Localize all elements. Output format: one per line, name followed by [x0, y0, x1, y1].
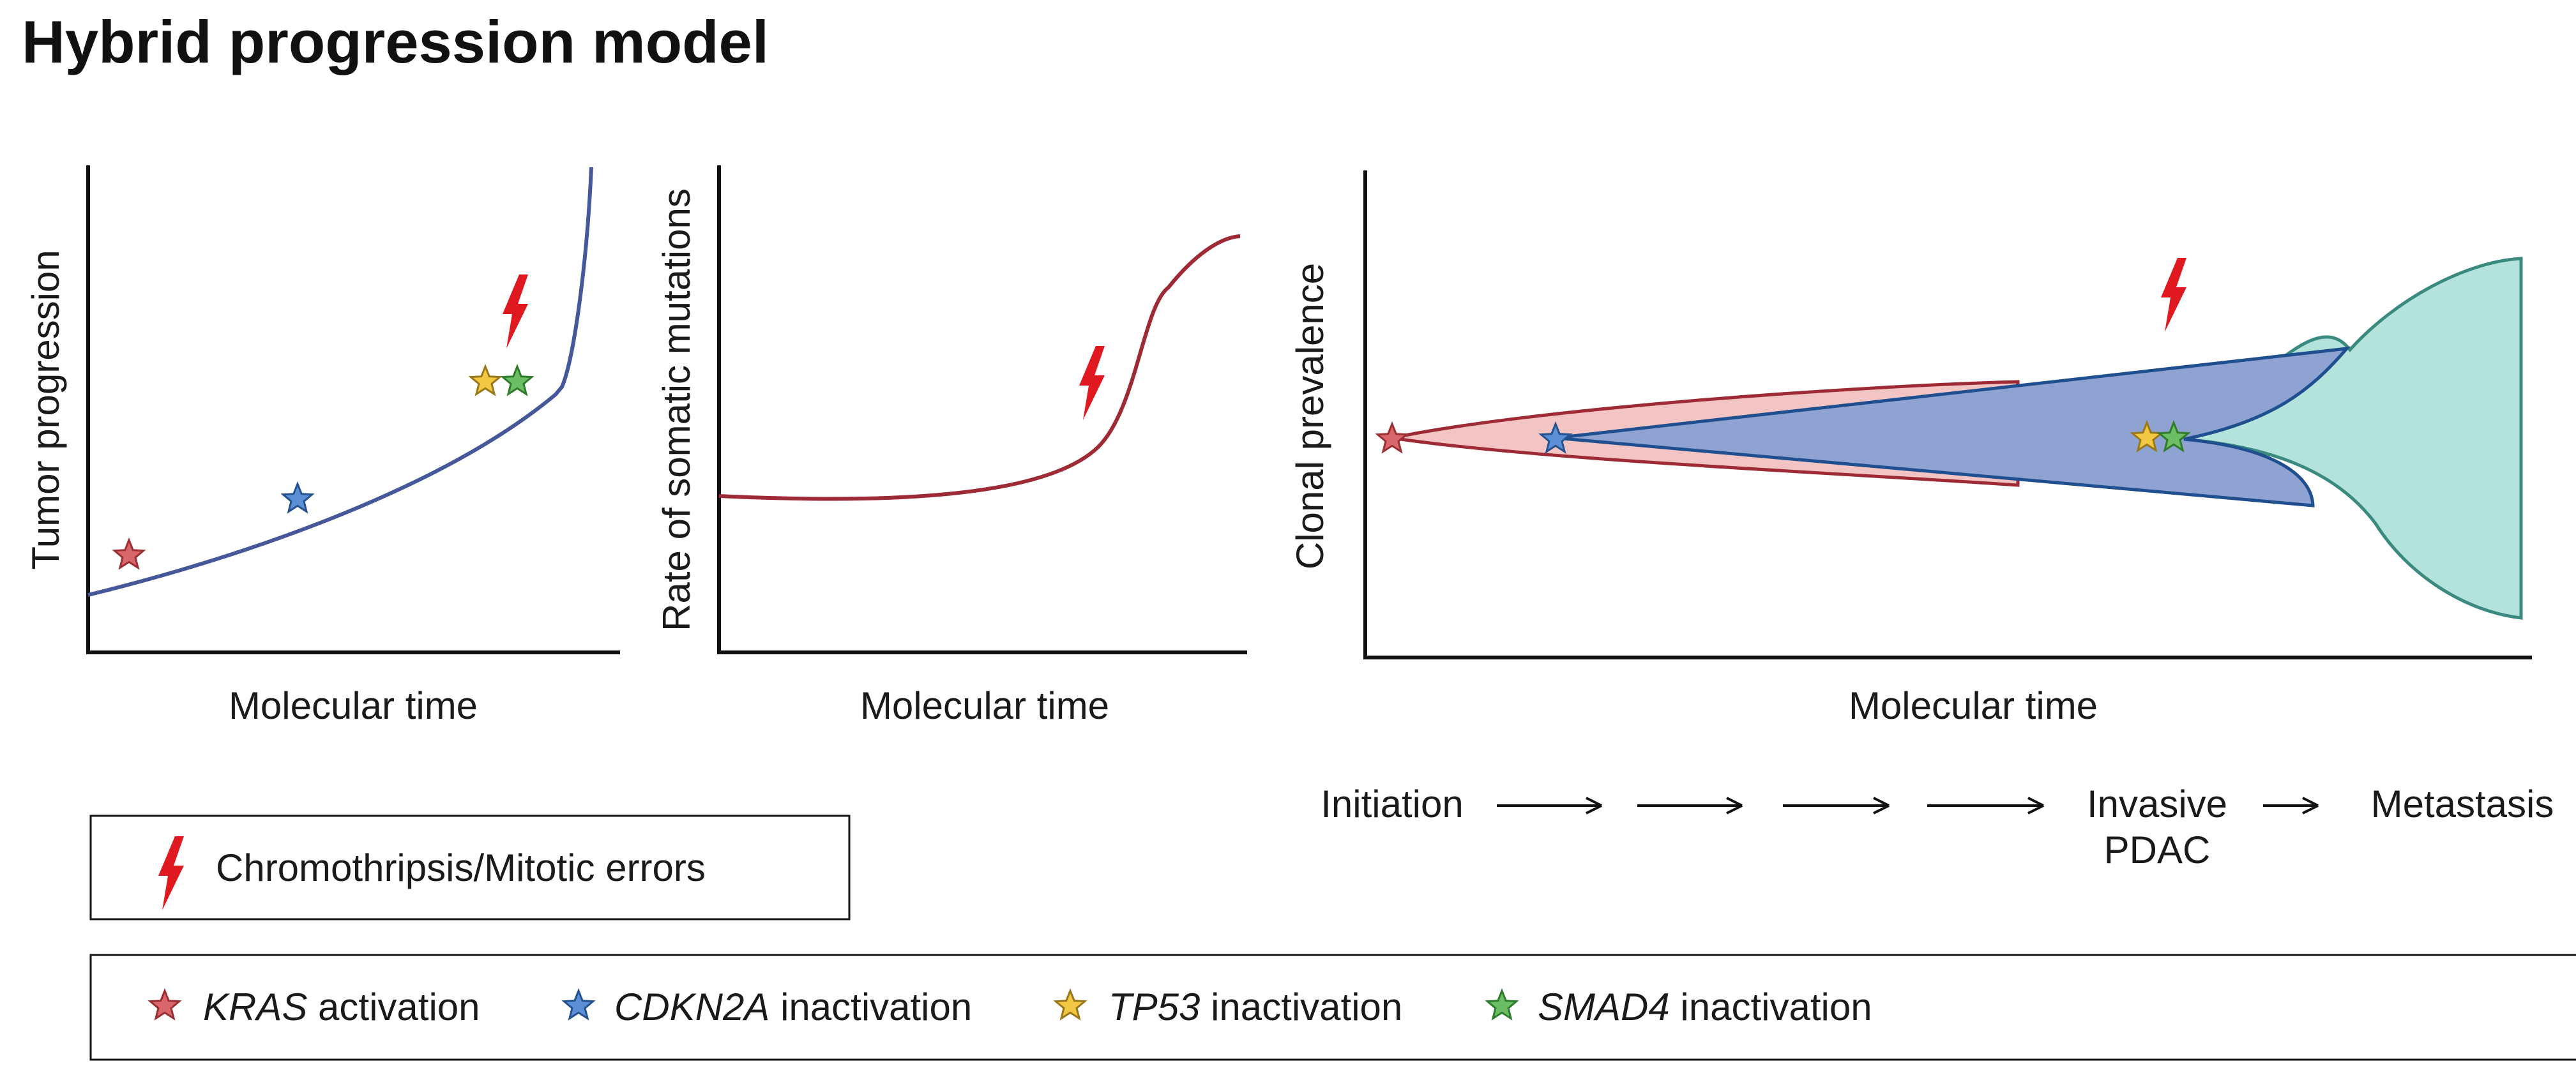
rate-y-axis-label: Rate of somatic mutations [655, 188, 698, 631]
clonal-prevalence-panel: Clonal prevalence Molecular time [1289, 170, 2532, 727]
tumor-axes [86, 165, 620, 654]
legend-kras-gene: KRAS [203, 986, 307, 1028]
lightning-bolt-icon [503, 274, 528, 349]
arrow-icon [1497, 797, 1602, 815]
chromothripsis-legend: Chromothripsis/Mitotic errors [89, 815, 851, 920]
chromothripsis-legend-box [89, 815, 851, 920]
stage-metastasis: Metastasis [2371, 783, 2554, 825]
legend-tp53-gene: TP53 [1109, 986, 1200, 1028]
clonal-y-axis-label: Clonal prevalence [1289, 263, 1331, 569]
arrow-icon [1783, 797, 1890, 815]
mutation-legend: KRAS activation CDKN2A inactivation TP53… [89, 954, 2576, 1061]
stage-invasive-line2: PDAC [2104, 829, 2211, 871]
legend-item-cdkn2a: CDKN2A inactivation [563, 986, 972, 1028]
legend-smad4-text: inactivation [1670, 986, 1872, 1028]
mutation-rate-curve [718, 234, 1241, 501]
arrow-icon [2263, 797, 2319, 815]
cdkn2a-clone-region [1555, 346, 2351, 507]
mutation-rate-panel: Rate of somatic mutations Molecular time [655, 165, 1247, 727]
legend-cdkn2a-label: CDKN2A inactivation [614, 986, 972, 1028]
lightning-bolt-icon [1079, 346, 1105, 420]
legend-cdkn2a-text: inactivation [769, 986, 972, 1028]
arrow-icon [1637, 797, 1743, 815]
legend-kras-text: activation [307, 986, 480, 1028]
mutation-legend-box [89, 954, 2576, 1061]
legend-item-smad4: SMAD4 inactivation [1486, 986, 1872, 1028]
clonal-axes [1363, 170, 2532, 659]
kras-star-icon [113, 539, 145, 569]
tumor-y-axis-label: Tumor progression [24, 250, 67, 569]
legend-item-kras: KRAS activation [149, 986, 480, 1028]
metastatic-clone-region [2164, 257, 2523, 620]
legend-tp53-label: TP53 inactivation [1109, 986, 1402, 1028]
tumor-progression-panel: Tumor progression Molecular time [24, 165, 620, 727]
smad4-star-icon [501, 365, 533, 395]
legend-cdkn2a-gene: CDKN2A [614, 986, 769, 1028]
stage-initiation: Initiation [1321, 783, 1463, 825]
stage-arrows [1497, 797, 2319, 815]
arrow-icon [1927, 797, 2044, 815]
tp53-star-icon [469, 365, 501, 395]
figure-title: Hybrid progression model [22, 8, 769, 75]
clonal-x-axis-label: Molecular time [1849, 684, 2098, 727]
legend-kras-label: KRAS activation [203, 986, 480, 1028]
lightning-bolt-icon [2161, 258, 2186, 332]
stage-progression: Initiation Invasive PDAC Metastasis [1321, 783, 2554, 871]
cdkn2a-star-icon [282, 483, 314, 513]
stage-invasive-line1: Invasive [2087, 783, 2227, 825]
chromothripsis-legend-label: Chromothripsis/Mitotic errors [216, 846, 706, 889]
tumor-progression-curve [87, 167, 593, 597]
legend-item-tp53: TP53 inactivation [1054, 986, 1402, 1028]
kras-star-icon [1376, 423, 1408, 453]
rate-axes [717, 165, 1247, 654]
rate-x-axis-label: Molecular time [860, 684, 1109, 727]
tumor-x-axis-label: Molecular time [229, 684, 478, 727]
legend-smad4-gene: SMAD4 [1538, 986, 1670, 1028]
legend-smad4-label: SMAD4 inactivation [1538, 986, 1872, 1028]
legend-tp53-text: inactivation [1200, 986, 1402, 1028]
